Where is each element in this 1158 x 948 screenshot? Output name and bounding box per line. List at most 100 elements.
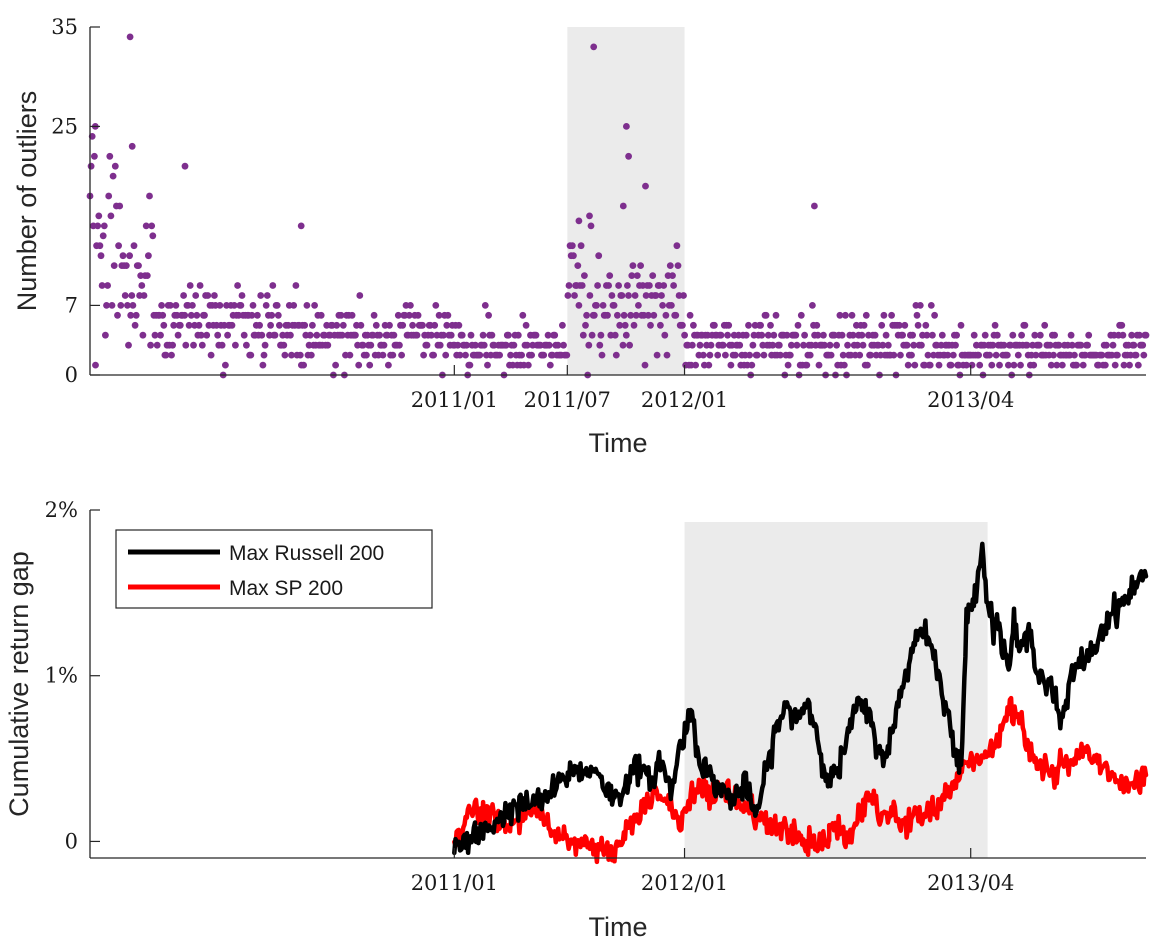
outlier-point <box>98 282 106 289</box>
outlier-point <box>559 321 566 329</box>
outlier-point <box>767 321 774 329</box>
outlier-point <box>115 242 122 250</box>
outlier-point <box>860 321 868 329</box>
x-axis-label-bottom: Time <box>589 912 648 942</box>
outlier-point <box>409 321 416 329</box>
outlier-point <box>1136 331 1143 339</box>
outlier-point <box>442 351 450 359</box>
outlier-point <box>249 302 257 309</box>
outlier-point <box>435 311 443 319</box>
outlier-point <box>1030 361 1038 369</box>
outlier-point <box>647 321 654 329</box>
outlier-point <box>1118 321 1126 329</box>
outlier-point <box>579 331 587 339</box>
outlier-point <box>706 351 714 359</box>
outlier-point <box>187 311 195 319</box>
outlier-point <box>680 292 687 299</box>
outlier-point <box>666 262 674 269</box>
outlier-point <box>1077 341 1085 349</box>
x-tick-label: 2011/01 <box>411 871 498 895</box>
outlier-point <box>758 331 766 339</box>
outlier-point <box>672 311 680 319</box>
y-tick-label: 25 <box>51 114 78 138</box>
outlier-point <box>631 292 639 299</box>
outlier-point <box>775 341 783 349</box>
outlier-point <box>800 341 807 349</box>
outlier-point <box>660 282 668 289</box>
outlier-point <box>618 292 626 299</box>
outlier-point <box>575 302 583 309</box>
outlier-point <box>339 321 347 329</box>
outlier-point <box>632 311 640 319</box>
outlier-point <box>1073 361 1080 369</box>
outlier-point <box>396 341 403 349</box>
outlier-point <box>1058 361 1066 369</box>
outlier-point <box>762 311 770 319</box>
outlier-point <box>259 361 267 369</box>
outlier-point <box>107 212 115 220</box>
outlier-point <box>102 331 109 339</box>
outlier-point <box>224 331 232 339</box>
outlier-point <box>1132 351 1140 359</box>
outlier-point <box>626 341 633 349</box>
outlier-point <box>688 341 696 349</box>
x-tick-label: 2012/01 <box>641 388 728 412</box>
outlier-point <box>145 252 152 260</box>
outlier-point <box>953 331 960 339</box>
outlier-point <box>386 321 393 329</box>
outlier-point <box>140 292 148 299</box>
outlier-point <box>356 292 364 299</box>
outlier-point <box>106 152 114 160</box>
outlier-point <box>745 321 752 329</box>
outlier-point <box>599 302 607 309</box>
outlier-point <box>858 331 866 339</box>
outlier-point <box>505 331 512 339</box>
outlier-point <box>142 222 150 230</box>
outlier-point <box>466 361 474 369</box>
outlier-point <box>193 311 201 319</box>
outlier-point <box>256 321 263 329</box>
outlier-point <box>769 341 777 349</box>
outlier-point <box>169 341 177 349</box>
outlier-point <box>119 252 127 260</box>
outlier-point <box>138 282 146 289</box>
outlier-point <box>658 292 665 299</box>
outlier-point <box>1046 341 1054 349</box>
outlier-point <box>840 361 848 369</box>
outlier-point <box>564 292 572 299</box>
outlier-point <box>126 252 133 260</box>
outlier-point <box>443 321 451 329</box>
outlier-point <box>1098 351 1106 359</box>
x-tick-label: 2012/01 <box>641 871 728 895</box>
outlier-point <box>976 361 984 369</box>
outlier-point <box>271 331 279 339</box>
outlier-point <box>1101 361 1109 369</box>
outlier-point <box>1067 331 1075 339</box>
outlier-point <box>273 302 281 309</box>
outlier-point <box>722 351 729 359</box>
outlier-point <box>882 331 890 339</box>
outlier-point <box>195 321 203 329</box>
outlier-point <box>218 341 226 349</box>
outlier-point <box>485 311 492 319</box>
outlier-point <box>94 222 102 230</box>
outlier-point <box>986 351 993 359</box>
outlier-point <box>679 321 686 329</box>
outlier-point <box>1000 341 1008 349</box>
outlier-point <box>903 341 911 349</box>
outlier-point <box>586 292 594 299</box>
outlier-point <box>1003 351 1011 359</box>
outlier-point <box>606 272 614 279</box>
outlier-point <box>590 43 598 51</box>
outlier-point <box>570 252 577 260</box>
outlier-point <box>262 302 270 309</box>
outlier-point <box>463 341 470 349</box>
outlier-point <box>991 321 999 329</box>
outlier-point <box>806 351 814 359</box>
outlier-point <box>888 311 895 319</box>
outlier-point <box>952 341 959 349</box>
outlier-point <box>1009 331 1017 339</box>
outlier-point <box>918 341 925 349</box>
outlier-point <box>91 152 98 160</box>
outlier-point <box>540 351 548 359</box>
